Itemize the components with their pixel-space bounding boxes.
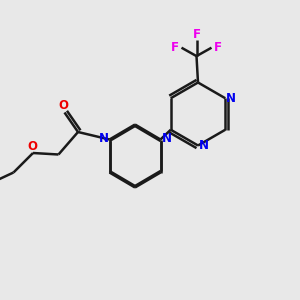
Text: O: O (58, 99, 68, 112)
Text: F: F (214, 41, 222, 54)
Text: N: N (161, 131, 172, 145)
Text: O: O (27, 140, 37, 153)
Text: F: F (171, 41, 179, 54)
Text: N: N (226, 92, 236, 105)
Text: F: F (193, 28, 200, 41)
Text: N: N (98, 131, 109, 145)
Text: N: N (198, 139, 208, 152)
